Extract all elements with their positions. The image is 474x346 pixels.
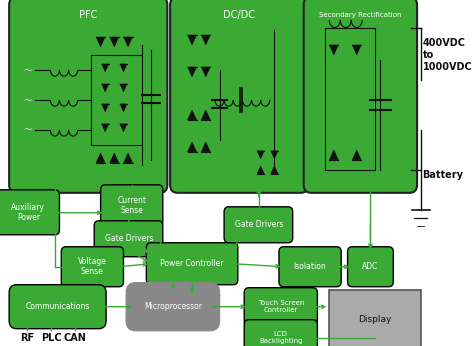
FancyBboxPatch shape [9, 0, 167, 193]
Polygon shape [96, 153, 105, 163]
Text: Microprocessor: Microprocessor [144, 302, 202, 311]
Polygon shape [329, 45, 338, 55]
Text: DC/DC: DC/DC [223, 10, 255, 20]
Text: Secondary Rectification: Secondary Rectification [319, 12, 401, 18]
Text: PLC: PLC [41, 333, 62, 343]
FancyBboxPatch shape [224, 207, 292, 243]
FancyBboxPatch shape [61, 247, 124, 287]
FancyBboxPatch shape [244, 288, 318, 326]
FancyBboxPatch shape [100, 185, 163, 227]
Polygon shape [257, 166, 264, 174]
Bar [329, 290, 421, 346]
Text: Communications: Communications [26, 302, 90, 311]
Polygon shape [352, 150, 361, 160]
Text: 400VDC
to
1000VDC: 400VDC to 1000VDC [423, 38, 472, 72]
FancyBboxPatch shape [244, 320, 318, 346]
FancyBboxPatch shape [347, 247, 393, 287]
Text: Voltage
Sense: Voltage Sense [78, 257, 107, 276]
FancyBboxPatch shape [9, 285, 106, 329]
FancyBboxPatch shape [0, 190, 59, 235]
Polygon shape [110, 37, 119, 47]
Polygon shape [110, 153, 119, 163]
Text: PFC: PFC [79, 10, 98, 20]
Text: Gate Drivers: Gate Drivers [105, 234, 153, 243]
Text: ~: ~ [22, 63, 33, 76]
Text: Current
Sense: Current Sense [117, 196, 146, 216]
Polygon shape [101, 124, 109, 132]
Polygon shape [257, 151, 264, 159]
Polygon shape [188, 67, 197, 77]
Polygon shape [188, 35, 197, 45]
Polygon shape [120, 64, 127, 72]
Text: LCD
Backlighting: LCD Backlighting [259, 331, 302, 344]
Polygon shape [201, 110, 210, 120]
FancyBboxPatch shape [126, 283, 219, 331]
Polygon shape [188, 142, 197, 152]
Text: Gate Drivers: Gate Drivers [235, 220, 283, 229]
FancyBboxPatch shape [170, 0, 308, 193]
Polygon shape [101, 64, 109, 72]
Polygon shape [271, 151, 278, 159]
Polygon shape [201, 67, 210, 77]
Text: ~: ~ [22, 124, 33, 136]
Text: Touch Screen
Controller: Touch Screen Controller [257, 300, 304, 313]
FancyBboxPatch shape [94, 221, 163, 257]
Text: Power Controller: Power Controller [160, 259, 224, 268]
Polygon shape [101, 84, 109, 92]
FancyBboxPatch shape [304, 0, 417, 193]
Polygon shape [124, 37, 133, 47]
Text: Auxiliary
Power: Auxiliary Power [11, 203, 46, 222]
Polygon shape [124, 153, 133, 163]
Polygon shape [329, 150, 338, 160]
Polygon shape [101, 104, 109, 112]
Text: Display: Display [358, 315, 392, 324]
Polygon shape [96, 37, 105, 47]
Polygon shape [201, 142, 210, 152]
Polygon shape [120, 104, 127, 112]
FancyBboxPatch shape [146, 243, 238, 285]
Polygon shape [120, 124, 127, 132]
Text: CAN: CAN [64, 333, 86, 343]
Text: Isolation: Isolation [294, 262, 327, 271]
Polygon shape [188, 110, 197, 120]
FancyBboxPatch shape [279, 247, 341, 287]
Polygon shape [352, 45, 361, 55]
Text: Battery: Battery [423, 170, 464, 180]
Polygon shape [201, 35, 210, 45]
Text: ADC: ADC [362, 262, 379, 271]
Text: RF: RF [20, 333, 35, 343]
Polygon shape [271, 166, 278, 174]
Polygon shape [120, 84, 127, 92]
Text: ~: ~ [22, 93, 33, 107]
